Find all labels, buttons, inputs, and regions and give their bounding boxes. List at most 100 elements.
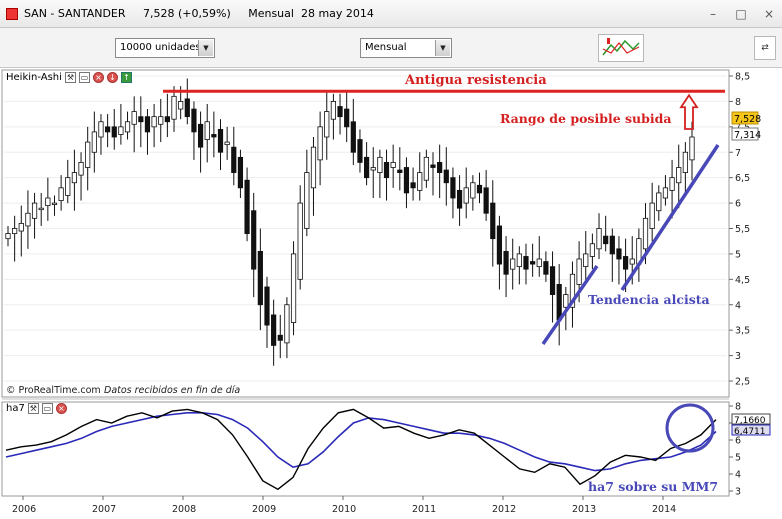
candle-down: [231, 146, 237, 173]
candle-up: [563, 294, 569, 308]
candle-up: [377, 156, 383, 173]
x-tick-label: 2009: [252, 504, 276, 515]
trend-line-2: [620, 144, 720, 291]
candle-down: [271, 314, 277, 346]
chevron-down-icon[interactable]: ▼: [435, 40, 450, 56]
main-panel-header: Heikin-Ashi ⚒ ▭ × ↓ ↑: [6, 72, 132, 83]
candle-up: [463, 187, 469, 204]
chevron-down-icon[interactable]: ▼: [198, 40, 213, 56]
ha7-value-text: 7,1660: [734, 416, 766, 426]
y-tick-label: 5: [735, 249, 741, 260]
candle-up: [370, 167, 376, 171]
candle-down: [483, 187, 489, 214]
candle-down: [496, 225, 503, 265]
price-tag-last: [731, 111, 759, 125]
candle-down: [257, 250, 263, 306]
candle-up: [98, 121, 104, 138]
x-axis: 2006 2007 2008 2009 2010 2011 2012 2013 2014: [12, 496, 676, 515]
close-icon[interactable]: ×: [763, 7, 775, 21]
indicators-button[interactable]: [598, 34, 644, 62]
side-tool-button[interactable]: ⇄: [754, 36, 776, 60]
chart-area: 8,587,576,565,554,543,532,5 Antigua resi…: [1, 69, 771, 515]
candle-up: [390, 162, 396, 168]
candle-up: [38, 207, 44, 211]
candle-up: [470, 182, 476, 199]
x-tick-label: 2008: [172, 504, 196, 515]
candle-up: [58, 187, 64, 201]
minimize-icon[interactable]: –: [710, 7, 716, 21]
app-icon: [6, 8, 18, 20]
close-panel-icon[interactable]: ×: [92, 72, 104, 83]
y-tick-label: 6: [735, 199, 741, 210]
candle-up: [669, 177, 675, 191]
main-grid: [4, 75, 727, 382]
wrench-icon[interactable]: ⚒: [64, 72, 76, 83]
restore-icon[interactable]: □: [735, 7, 747, 21]
candle-down: [549, 266, 556, 295]
period-select[interactable]: Mensual ▼: [360, 38, 452, 58]
candle-up: [12, 228, 18, 234]
candle-down: [138, 116, 144, 123]
upside-arrow-icon: [679, 93, 699, 130]
candle-down: [443, 169, 449, 184]
candle-up: [131, 111, 137, 125]
candle-down: [211, 134, 217, 138]
y-tick-label: 4: [735, 470, 741, 481]
y-tick-label: 6,5: [735, 173, 750, 184]
candle-down: [603, 235, 609, 245]
units-select[interactable]: 10000 unidades ▼: [115, 38, 215, 58]
candle-up: [304, 172, 310, 229]
candle-down: [556, 284, 562, 321]
candle-up: [25, 212, 31, 227]
candle-up: [583, 253, 589, 268]
wrench-icon[interactable]: ⚒: [27, 403, 39, 414]
close-panel-icon[interactable]: ×: [55, 403, 67, 414]
y-tick-label: 3,5: [735, 326, 750, 337]
price-tag-ha: [731, 127, 759, 141]
move-up-icon[interactable]: ↑: [120, 72, 132, 83]
units-select-value: 10000 unidades: [120, 42, 201, 53]
x-tick-label: 2012: [492, 504, 516, 515]
window-titlebar: SAN - SANTANDER 7,528 (+0,59%) Mensual 2…: [0, 0, 782, 28]
y-tick-label: 8: [735, 402, 741, 413]
candle-up: [317, 126, 323, 161]
candle-down: [490, 202, 496, 240]
y-tick-label: 6: [735, 436, 741, 447]
x-tick-label: 2011: [412, 504, 436, 515]
candle-up: [297, 202, 303, 280]
candle-up: [536, 258, 542, 268]
highlight-circle: [665, 403, 715, 453]
candle-up: [151, 116, 157, 128]
candle-down: [503, 250, 509, 275]
y-tick-label: 4,5: [735, 275, 750, 286]
candle-up: [310, 146, 317, 189]
price-tag-ha-text: 7,314: [734, 130, 761, 141]
heikin-ashi-candles: [5, 78, 695, 366]
candle-up: [284, 304, 290, 344]
ha7-annotation: ha7 sobre su MM7: [588, 479, 718, 494]
candle-down: [191, 108, 197, 133]
candle-up: [91, 131, 97, 153]
y-tick-label: 8: [735, 97, 741, 108]
move-down-icon[interactable]: ↓: [106, 72, 118, 83]
candle-down: [244, 179, 250, 234]
candle-up: [576, 258, 582, 285]
candle-up: [178, 101, 184, 110]
window-icon[interactable]: ▭: [41, 403, 53, 414]
candle-up: [689, 136, 695, 161]
candle-down: [383, 162, 390, 179]
window-controls: – □ ×: [706, 7, 776, 21]
window-icon[interactable]: ▭: [78, 72, 90, 83]
candle-down: [184, 98, 190, 118]
candle-up: [124, 121, 131, 133]
candle-down: [410, 182, 416, 189]
candle-up: [510, 258, 516, 270]
candle-up: [224, 141, 230, 146]
candle-down: [430, 164, 436, 168]
candle-down: [456, 189, 463, 209]
candle-up: [324, 111, 330, 138]
candle-down: [105, 126, 111, 133]
candle-down: [403, 167, 410, 194]
candle-up: [649, 202, 655, 229]
copyright-text: © ProRealTime.com: [6, 385, 101, 396]
